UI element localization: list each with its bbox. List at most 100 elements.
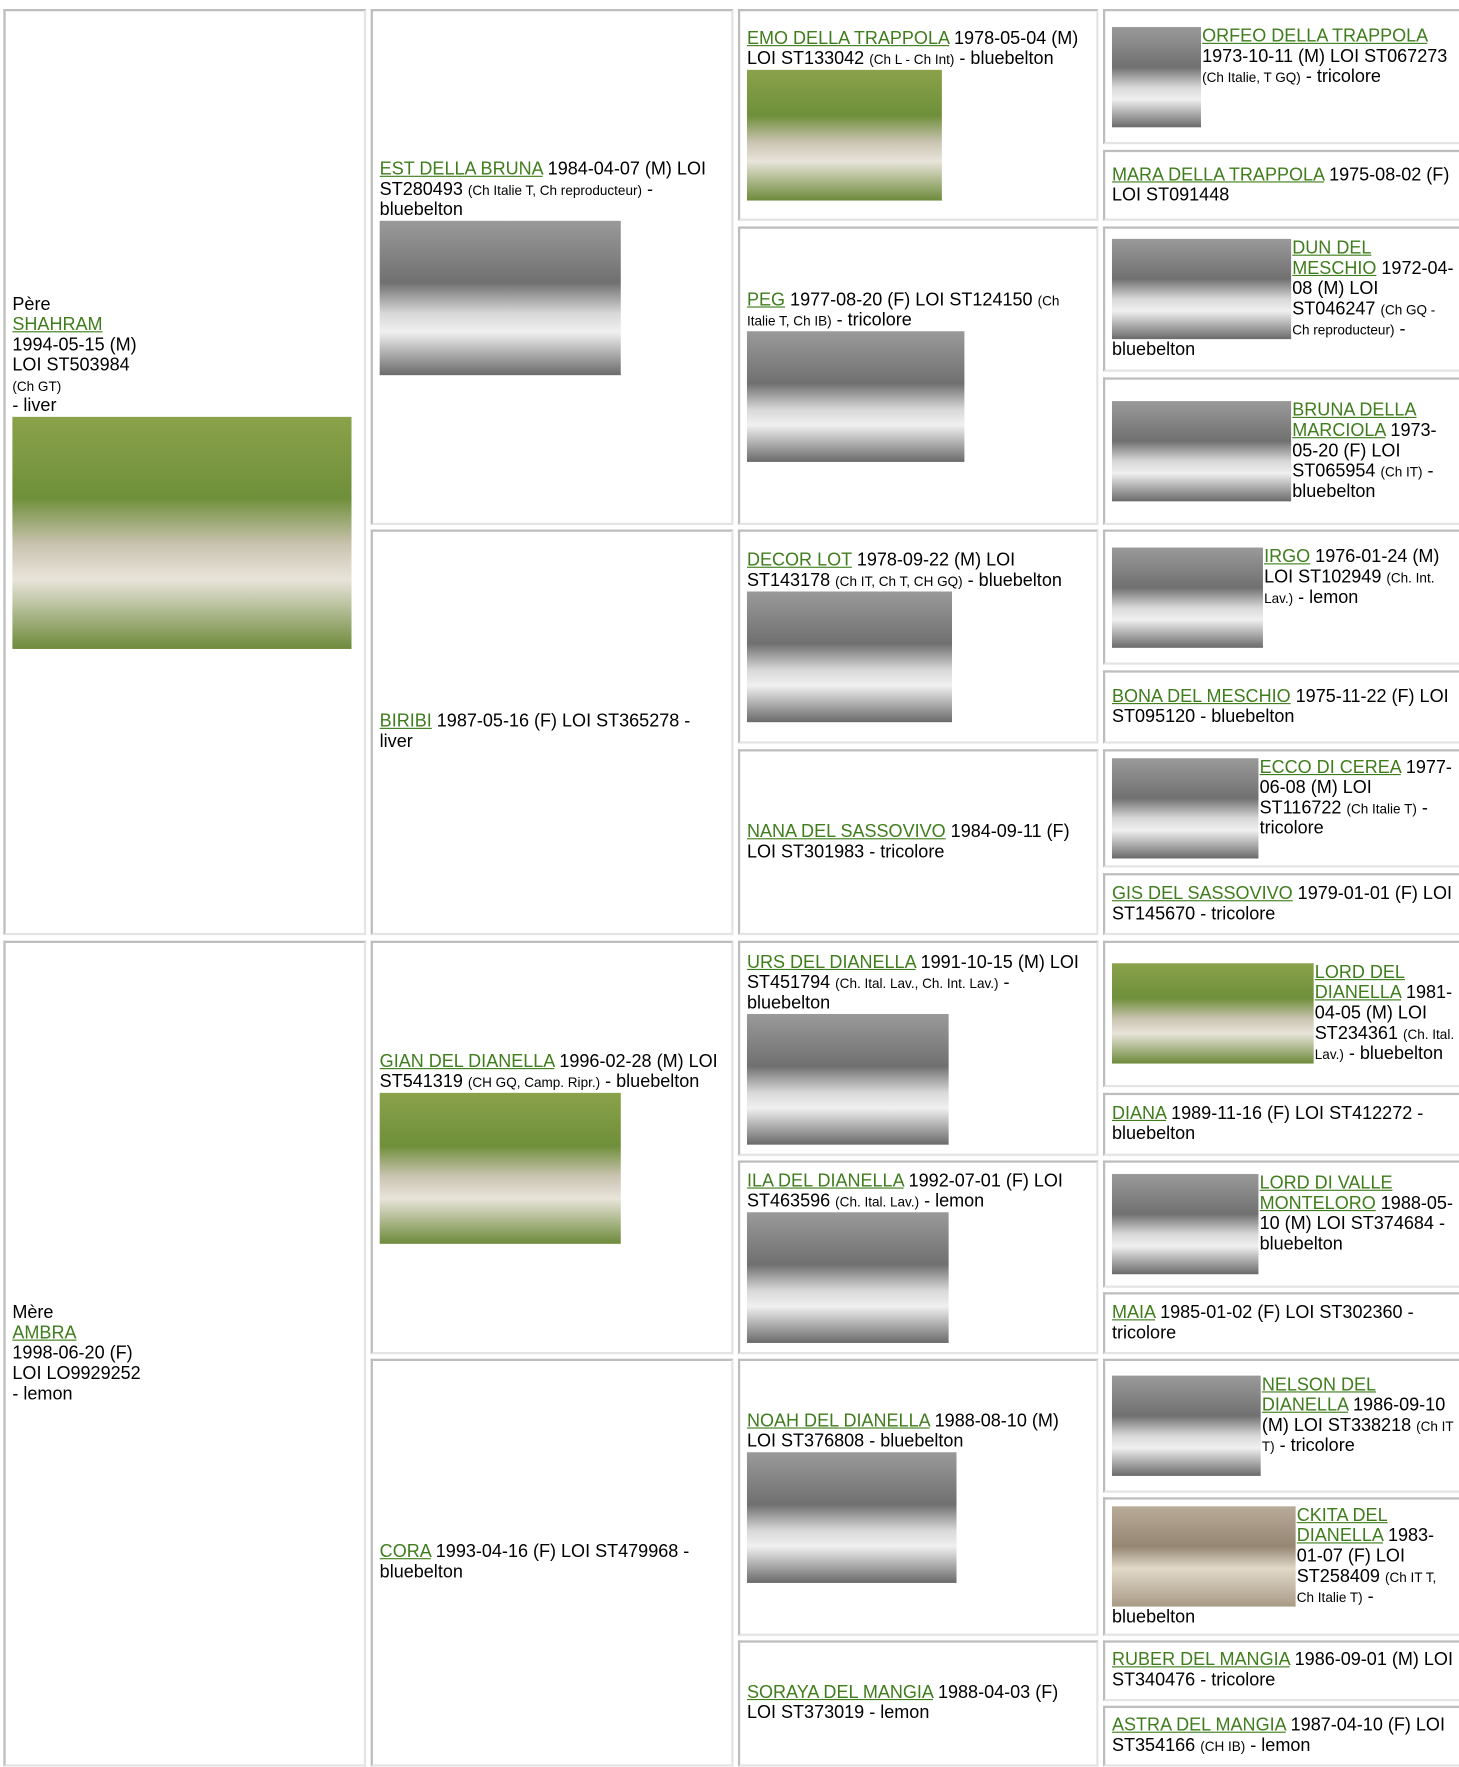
dog-details: 1972-04-08 (M) LOI ST046247 [1292, 258, 1454, 319]
pedigree-cell: ASTRA DEL MANGIA 1987-04-10 (F) LOI ST35… [1102, 1705, 1459, 1767]
dog-name-link[interactable]: SHAHRAM [12, 315, 103, 335]
cell-content: ORFEO DELLA TRAPPOLA 1973-10-11 (M) LOI … [1111, 26, 1456, 127]
dog-coat: - lemon [1298, 587, 1359, 607]
dog-photo [746, 591, 953, 723]
pedigree-cell: ILA DEL DIANELLA 1992-07-01 (F) LOI ST46… [737, 1160, 1099, 1355]
dog-name-link[interactable]: ASTRA DEL MANGIA [1111, 1715, 1286, 1736]
pedigree-cell: ECCO DI CEREA 1977-06-08 (M) LOI ST11672… [1102, 749, 1459, 868]
dog-name-link[interactable]: LORD DI VALLE MONTELORO [1259, 1173, 1393, 1214]
dog-name-link[interactable]: SORAYA DEL MANGIA [746, 1683, 933, 1703]
cell-content: BONA DEL MESCHIO 1975-11-22 (F) LOI ST09… [1112, 687, 1456, 728]
dog-titles: (Ch GQ - Ch reproducteur) [1292, 301, 1436, 338]
pedigree-cell: BONA DEL MESCHIO 1975-11-22 (F) LOI ST09… [1102, 670, 1459, 744]
dog-photo [1111, 1173, 1259, 1275]
dog-name-link[interactable]: DUN DEL MESCHIO [1292, 238, 1377, 278]
cell-content: GIS DEL SASSOVIVO 1979-01-01 (F) LOI ST1… [1112, 884, 1456, 925]
dog-titles: (Ch. Ital. Lav., Ch. Int. Lav.) [835, 975, 999, 991]
cell-content: RUBER DEL MANGIA 1986-09-01 (M) LOI ST34… [1112, 1651, 1456, 1692]
dog-name-link[interactable]: URS DEL DIANELLA [746, 952, 916, 972]
dog-details: 1996-02-28 (M) LOI ST541319 [379, 1051, 718, 1092]
cell-content: ILA DEL DIANELLA 1992-07-01 (F) LOI ST46… [746, 1171, 1089, 1343]
dog-photo [12, 416, 352, 649]
cell-content: GIAN DEL DIANELLA 1996-02-28 (M) LOI ST5… [379, 1051, 725, 1244]
dog-name-link[interactable]: ECCO DI CEREA [1259, 758, 1401, 778]
dog-name-link[interactable]: AMBRA [12, 1323, 77, 1343]
dog-name-link[interactable]: GIAN DEL DIANELLA [379, 1051, 555, 1071]
dog-name-link[interactable]: BONA DEL MESCHIO [1111, 686, 1291, 706]
dog-name-link[interactable]: PEG [746, 290, 786, 310]
pedigree-cell: RUBER DEL MANGIA 1986-09-01 (M) LOI ST34… [1102, 1640, 1459, 1702]
dog-details: 1977-08-20 (F) LOI ST124150 [790, 290, 1033, 310]
pedigree-cell: DIANA 1989-11-16 (F) LOI ST412272 - blue… [1102, 1092, 1459, 1156]
dog-name-link[interactable]: NELSON DEL DIANELLA [1261, 1375, 1377, 1416]
dog-name-link[interactable]: BRUNA DELLA MARCIOLA [1292, 400, 1417, 440]
dog-photo [746, 1212, 949, 1343]
dog-name-link[interactable]: DIANA [1111, 1104, 1167, 1124]
dog-role: Père [12, 295, 51, 315]
cell-content: URS DEL DIANELLA 1991-10-15 (M) LOI ST45… [746, 952, 1089, 1145]
dog-details: 1987-04-10 (F) LOI ST354166 [1111, 1715, 1445, 1756]
dog-name-link[interactable]: EST DELLA BRUNA [379, 159, 543, 179]
pedigree-cell: CKITA DEL DIANELLA 1983-01-07 (F) LOI ST… [1102, 1497, 1459, 1636]
dog-name-link[interactable]: NANA DEL SASSOVIVO [746, 821, 946, 842]
dog-photo [1111, 1375, 1261, 1476]
cell-content: EMO DELLA TRAPPOLA 1978-05-04 (M) LOI ST… [746, 29, 1089, 201]
dog-name-link[interactable]: DECOR LOT [746, 550, 852, 571]
dog-date: 1994-05-15 (M) [12, 335, 137, 355]
pedigree-cell: NOAH DEL DIANELLA 1988-08-10 (M) LOI ST3… [737, 1358, 1099, 1636]
dog-details: 1992-07-01 (F) LOI ST463596 [746, 1171, 1063, 1212]
dog-details: 1977-06-08 (M) LOI ST116722 [1259, 758, 1452, 818]
dog-name-link[interactable]: CORA [379, 1542, 431, 1562]
pedigree-cell: LORD DEL DIANELLA 1981-04-05 (M) LOI ST2… [1102, 940, 1459, 1088]
pedigree-cell: ORFEO DELLA TRAPPOLA 1973-10-11 (M) LOI … [1102, 9, 1459, 145]
dog-coat: - lemon [924, 1191, 985, 1212]
cell-content: BRUNA DELLA MARCIOLA 1973-05-20 (F) LOI … [1111, 400, 1456, 502]
cell-content: EST DELLA BRUNA 1984-04-07 (M) LOI ST280… [379, 159, 725, 375]
dog-coat: - bluebelton [605, 1071, 700, 1092]
cell-content: DIANA 1989-11-16 (F) LOI ST412272 - blue… [1112, 1104, 1456, 1145]
dog-photo [746, 1452, 957, 1583]
dog-photo [1111, 400, 1292, 501]
dog-name-link[interactable]: ILA DEL DIANELLA [746, 1171, 904, 1191]
dog-coat: - lemon [1250, 1736, 1311, 1756]
dog-coat: - tricolore [836, 310, 912, 330]
dog-details: 1973-05-20 (F) LOI ST065954 [1292, 420, 1437, 481]
dog-details: 1988-08-10 (M) LOI ST376808 [746, 1411, 1059, 1452]
dog-details: 1984-09-11 (F) LOI ST301983 [746, 821, 1070, 862]
cell-content: Mère AMBRA 1998-06-20 (F) LOI LO9929252- le… [12, 1303, 357, 1404]
cell-content: MAIA 1985-01-02 (F) LOI ST302360 - trico… [1112, 1303, 1456, 1344]
dog-photo [1111, 546, 1263, 648]
dog-name-link[interactable]: CKITA DEL DIANELLA [1296, 1505, 1388, 1546]
pedigree-cell: GIAN DEL DIANELLA 1996-02-28 (M) LOI ST5… [370, 940, 734, 1355]
dog-titles: (Ch GT) [12, 378, 62, 395]
dog-name-link[interactable]: EMO DELLA TRAPPOLA [746, 29, 950, 49]
pedigree-cell: NELSON DEL DIANELLA 1986-09-10 (M) LOI S… [1102, 1358, 1459, 1493]
dog-name-link[interactable]: ORFEO DELLA TRAPPOLA [1202, 26, 1428, 46]
dog-details: 1985-01-02 (F) LOI ST302360 [1160, 1302, 1403, 1323]
dog-details: 1981-04-05 (M) LOI ST234361 [1314, 983, 1453, 1044]
dog-name-link[interactable]: LORD DEL DIANELLA [1314, 963, 1405, 1003]
dog-coat: - tricolore [1200, 1670, 1276, 1690]
dog-name-link[interactable]: NOAH DEL DIANELLA [746, 1411, 930, 1431]
dog-date: 1998-06-20 (F) [12, 1343, 133, 1363]
dog-photo [1111, 238, 1292, 339]
dog-coat: - tricolore [1279, 1436, 1355, 1456]
dog-name-link[interactable]: MARA DELLA TRAPPOLA [1111, 165, 1325, 185]
dog-name-link[interactable]: GIS DEL SASSOVIVO [1111, 883, 1293, 904]
dog-name-link[interactable]: IRGO [1264, 546, 1311, 567]
cell-content: ASTRA DEL MANGIA 1987-04-10 (F) LOI ST35… [1112, 1716, 1456, 1757]
dog-name-link[interactable]: MAIA [1111, 1302, 1156, 1323]
dog-name-link[interactable]: RUBER DEL MANGIA [1111, 1650, 1290, 1670]
cell-content: LORD DI VALLE MONTELORO 1988-05-10 (M) L… [1111, 1173, 1456, 1275]
pedigree-cell: URS DEL DIANELLA 1991-10-15 (M) LOI ST45… [737, 940, 1099, 1156]
dog-coat: - bluebelton [1259, 1214, 1445, 1254]
cell-content: NANA DEL SASSOVIVO 1984-09-11 (F) LOI ST… [747, 822, 1089, 863]
cell-content: BIRIBI 1987-05-16 (F) LOI ST365278 - liv… [380, 712, 725, 753]
dog-titles: (Ch IT T, Ch Italie T) [1296, 1568, 1437, 1605]
dog-photo [746, 69, 942, 201]
dog-name-link[interactable]: BIRIBI [379, 712, 432, 732]
cell-content: MARA DELLA TRAPPOLA 1975-08-02 (F) LOI S… [1112, 165, 1456, 206]
dog-coat: - lemon [12, 1384, 73, 1404]
pedigree-cell: BRUNA DELLA MARCIOLA 1973-05-20 (F) LOI … [1102, 377, 1459, 526]
